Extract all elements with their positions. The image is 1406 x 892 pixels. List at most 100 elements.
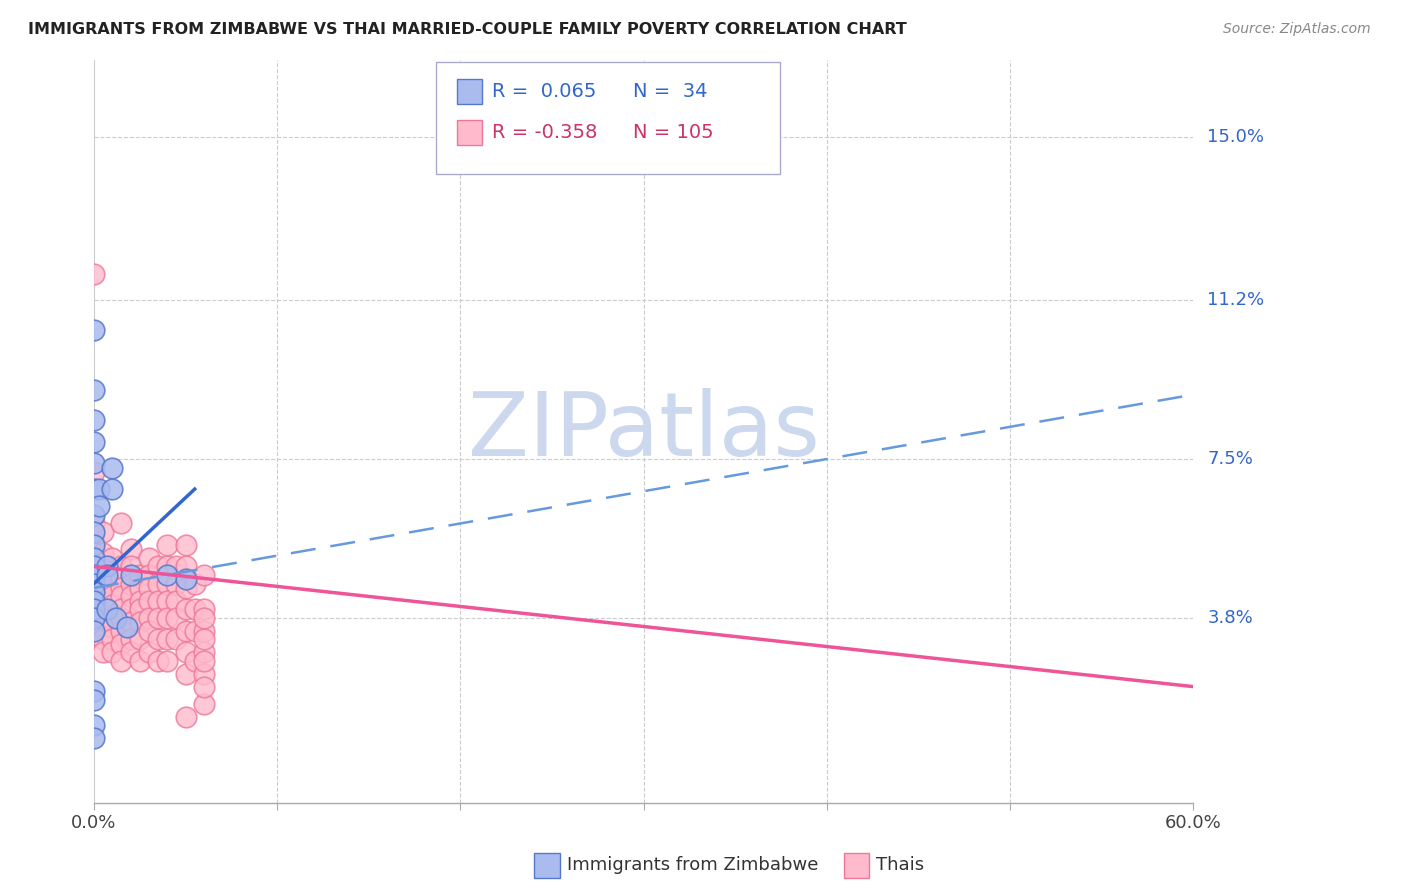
Point <box>146 593 169 607</box>
Point <box>83 456 105 470</box>
Point <box>120 615 142 630</box>
Point <box>83 465 105 479</box>
Point <box>83 538 105 552</box>
Point <box>174 572 197 586</box>
Point <box>193 654 215 668</box>
Point <box>193 611 215 625</box>
Point <box>91 632 114 647</box>
Text: N =  34: N = 34 <box>633 82 707 102</box>
Point <box>89 500 111 514</box>
Point <box>91 619 114 633</box>
Point <box>128 581 150 595</box>
Point <box>83 482 105 496</box>
Point <box>83 692 105 706</box>
Point <box>165 576 187 591</box>
Point <box>120 645 142 659</box>
Point <box>120 632 142 647</box>
Point <box>110 572 132 586</box>
Point <box>165 632 187 647</box>
Point <box>110 611 132 625</box>
Text: Immigrants from Zimbabwe: Immigrants from Zimbabwe <box>567 856 818 874</box>
Point <box>165 611 187 625</box>
Point <box>83 611 105 625</box>
Point <box>174 709 197 723</box>
Point <box>193 632 215 647</box>
Point <box>101 632 124 647</box>
Point <box>91 645 114 659</box>
Point <box>91 564 114 578</box>
Point <box>138 581 160 595</box>
Point <box>110 590 132 604</box>
Point <box>110 602 132 616</box>
Point <box>101 619 124 633</box>
Text: 7.5%: 7.5% <box>1208 450 1253 468</box>
Point <box>83 547 105 561</box>
Point <box>83 593 105 607</box>
Point <box>174 645 197 659</box>
Point <box>83 624 105 638</box>
Point <box>83 576 105 591</box>
Point <box>83 602 105 616</box>
Point <box>120 576 142 591</box>
Point <box>174 538 197 552</box>
Point <box>91 602 114 616</box>
Point <box>96 568 118 582</box>
Point <box>146 611 169 625</box>
Point <box>174 624 197 638</box>
Point <box>120 542 142 557</box>
Point <box>83 568 105 582</box>
Point <box>138 568 160 582</box>
Point <box>156 568 179 582</box>
Point <box>156 593 179 607</box>
Point <box>120 559 142 574</box>
Point <box>156 611 179 625</box>
Point <box>83 508 105 522</box>
Point <box>110 624 132 638</box>
Point <box>101 598 124 612</box>
Point <box>91 524 114 539</box>
Point <box>138 645 160 659</box>
Point <box>91 611 114 625</box>
Point <box>193 602 215 616</box>
Point <box>83 555 105 569</box>
Point <box>110 637 132 651</box>
Point <box>193 680 215 694</box>
Text: R = -0.358: R = -0.358 <box>492 122 598 142</box>
Point <box>83 384 105 398</box>
Text: Source: ZipAtlas.com: Source: ZipAtlas.com <box>1223 22 1371 37</box>
Point <box>83 684 105 698</box>
Point <box>91 547 114 561</box>
Point <box>101 460 124 475</box>
Point <box>83 585 105 599</box>
Point <box>110 581 132 595</box>
Point <box>174 602 197 616</box>
Point <box>101 482 124 496</box>
Point <box>128 602 150 616</box>
Point <box>101 576 124 591</box>
Text: N = 105: N = 105 <box>633 122 713 142</box>
Point <box>146 559 169 574</box>
Point <box>128 615 150 630</box>
Point <box>91 585 114 599</box>
Point <box>83 731 105 746</box>
Point <box>120 602 142 616</box>
Point <box>193 568 215 582</box>
Point <box>146 576 169 591</box>
Point <box>174 666 197 681</box>
Point <box>156 632 179 647</box>
Point <box>120 568 142 582</box>
Point <box>104 611 127 625</box>
Point <box>96 602 118 616</box>
Text: Thais: Thais <box>876 856 924 874</box>
Text: 11.2%: 11.2% <box>1208 291 1264 310</box>
Point <box>96 559 118 574</box>
Point <box>83 524 105 539</box>
Point <box>174 559 197 574</box>
Point <box>128 654 150 668</box>
Point <box>101 611 124 625</box>
Point <box>83 619 105 633</box>
Point <box>156 576 179 591</box>
Point <box>183 602 205 616</box>
Text: 15.0%: 15.0% <box>1208 128 1264 146</box>
Point <box>91 593 114 607</box>
